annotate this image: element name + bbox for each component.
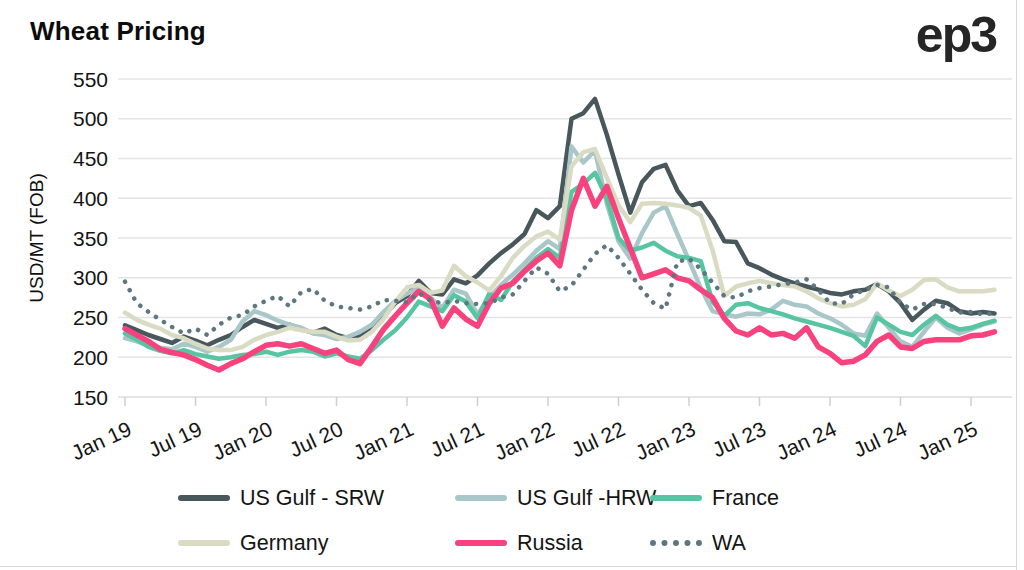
y-tick-label-150: 150 <box>73 386 108 409</box>
y-tick-label-500: 500 <box>73 107 108 130</box>
x-tick-label-jan-20: Jan 20 <box>209 417 276 464</box>
x-tick-label-jan-19: Jan 19 <box>68 417 135 464</box>
legend: US Gulf - SRW US Gulf -HRW France Germany Ru… <box>178 484 779 557</box>
legend-label-germany: Germany <box>240 531 328 556</box>
legend-swatch-wa <box>650 540 702 546</box>
legend-label-us-gulf-hrw: US Gulf -HRW <box>517 486 656 511</box>
legend-item-us-gulf-srw: US Gulf - SRW <box>178 484 455 512</box>
x-tick-label-jul-24: Jul 24 <box>850 417 911 462</box>
legend-swatch-france <box>650 495 702 501</box>
legend-item-germany: Germany <box>178 529 455 557</box>
x-tick-label-jul-19: Jul 19 <box>145 417 206 462</box>
card-bottom-edge <box>0 566 1017 567</box>
y-tick-label-250: 250 <box>73 306 108 329</box>
x-tick-label-jan-25: Jan 25 <box>914 417 981 464</box>
y-tick-label-450: 450 <box>73 147 108 170</box>
legend-swatch-germany <box>178 540 230 546</box>
y-tick-label-200: 200 <box>73 346 108 369</box>
x-tick-label-jan-24: Jan 24 <box>773 417 840 465</box>
x-tick-label-jul-20: Jul 20 <box>286 417 347 462</box>
y-tick-label-550: 550 <box>73 68 108 91</box>
x-tick-label-jul-23: Jul 23 <box>709 417 770 462</box>
x-tick-label-jul-21: Jul 21 <box>427 417 488 462</box>
legend-item-russia: Russia <box>455 529 650 557</box>
legend-label-us-gulf-srw: US Gulf - SRW <box>240 486 384 511</box>
legend-item-us-gulf-hrw: US Gulf -HRW <box>455 484 650 512</box>
legend-label-wa: WA <box>712 531 746 556</box>
x-tick-label-jan-22: Jan 22 <box>491 417 558 464</box>
y-tick-label-400: 400 <box>73 187 108 210</box>
legend-label-russia: Russia <box>517 531 583 556</box>
y-tick-label-300: 300 <box>73 266 108 289</box>
x-tick-label-jan-21: Jan 21 <box>350 417 417 464</box>
card-right-edge <box>1016 0 1017 570</box>
chart-card: Wheat Pricing ep3 USD/MT (FOB) 550500450… <box>0 0 1024 570</box>
legend-item-france: France <box>650 484 779 512</box>
y-tick-label-350: 350 <box>73 227 108 250</box>
legend-item-wa: WA <box>650 529 779 557</box>
legend-swatch-us-gulf-srw <box>178 495 230 501</box>
series-line-us-gulf-srw <box>125 99 995 345</box>
x-tick-label-jul-22: Jul 22 <box>568 417 629 462</box>
legend-label-france: France <box>712 486 779 511</box>
x-tick-label-jan-23: Jan 23 <box>632 417 699 464</box>
legend-swatch-russia <box>455 540 507 546</box>
legend-swatch-us-gulf-hrw <box>455 495 507 501</box>
